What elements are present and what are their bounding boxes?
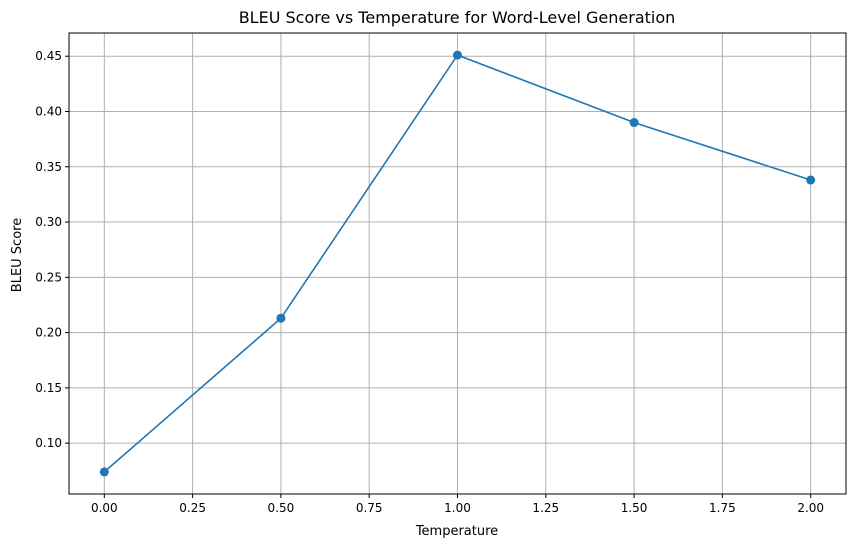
y-axis-label: BLEU Score — [10, 218, 25, 292]
y-tick-label: 0.35 — [35, 160, 62, 174]
y-tick-label: 0.10 — [35, 436, 62, 450]
y-tick-label: 0.40 — [35, 104, 62, 118]
data-point — [629, 118, 639, 128]
y-tick-label: 0.25 — [35, 270, 62, 284]
x-tick-label: 1.75 — [709, 501, 736, 515]
grid-lines — [69, 33, 846, 494]
data-point — [276, 313, 286, 323]
x-axis-ticks: 0.00 0.25 0.50 0.75 1.00 1.25 1.50 1.75 2.00 — [91, 494, 824, 515]
chart-title: BLEU Score vs Temperature for Word-Level… — [239, 8, 676, 27]
data-point — [453, 50, 462, 60]
series-group — [99, 50, 816, 477]
x-tick-label: 1.25 — [532, 501, 559, 515]
x-tick-label: 0.25 — [179, 501, 206, 515]
y-tick-label: 0.30 — [35, 215, 62, 229]
x-tick-label: 0.75 — [356, 501, 383, 515]
data-point — [99, 467, 109, 477]
y-tick-label: 0.20 — [35, 326, 62, 340]
x-tick-label: 0.50 — [268, 501, 295, 515]
y-axis-ticks: 0.10 0.15 0.20 0.25 0.30 0.35 0.40 0.45 — [35, 49, 69, 450]
x-tick-label: 2.00 — [797, 501, 824, 515]
y-tick-label: 0.45 — [35, 49, 62, 63]
x-tick-label: 1.00 — [444, 501, 471, 515]
y-tick-label: 0.15 — [35, 381, 62, 395]
x-axis-label: Temperature — [415, 524, 498, 539]
data-point — [806, 175, 816, 185]
x-tick-label: 0.00 — [91, 501, 118, 515]
x-tick-label: 1.50 — [621, 501, 648, 515]
